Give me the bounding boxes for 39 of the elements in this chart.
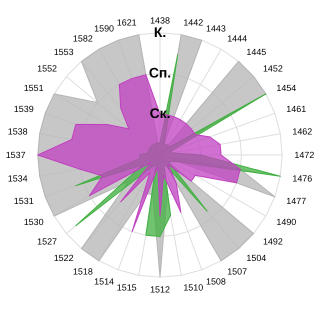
spoke-label: 1438 xyxy=(150,16,170,26)
spoke-label: 1531 xyxy=(14,196,34,206)
spoke-label: 1476 xyxy=(292,173,312,184)
spoke-label: 1472 xyxy=(294,150,314,160)
spoke-label: 1461 xyxy=(286,104,306,114)
spoke-label: 1477 xyxy=(286,196,306,206)
spoke-label: 1444 xyxy=(227,34,248,44)
spoke-label: 1590 xyxy=(94,24,114,34)
spoke-label: 1537 xyxy=(6,150,26,160)
spoke-label: 1452 xyxy=(262,64,283,74)
spoke-label: 1582 xyxy=(72,34,93,44)
spoke-label: 1522 xyxy=(54,252,74,263)
spoke-label: 1492 xyxy=(262,236,283,246)
spoke-label: 1454 xyxy=(276,82,296,93)
spoke-label: 1512 xyxy=(150,284,170,294)
spoke-label: 1530 xyxy=(24,217,44,228)
spoke-label: 1514 xyxy=(94,276,114,286)
spoke-label: 1508 xyxy=(206,276,226,286)
spoke-label: 1510 xyxy=(183,282,204,292)
spoke-label: 1445 xyxy=(246,47,266,58)
spoke-label: 1443 xyxy=(206,24,226,34)
spoke-label: 1462 xyxy=(292,126,312,137)
y-tick-label: Ск. xyxy=(150,105,170,122)
spoke-label: 1490 xyxy=(276,217,296,228)
spoke-label: 1504 xyxy=(246,252,266,263)
spoke-label: 1515 xyxy=(116,282,137,292)
spoke-label: 1507 xyxy=(227,266,248,276)
spoke-label: 1527 xyxy=(37,236,58,246)
spoke-label: 1551 xyxy=(24,82,44,93)
spoke-label: 1538 xyxy=(8,126,28,137)
y-tick-label: Сп. xyxy=(148,64,172,81)
spoke-label: 1442 xyxy=(183,18,204,28)
spoke-label: 1539 xyxy=(14,104,34,114)
spoke-label: 1552 xyxy=(37,64,58,74)
spoke-label: 1518 xyxy=(72,266,93,276)
y-tick-label: К. xyxy=(154,24,166,40)
spoke-label: 1621 xyxy=(116,18,137,28)
spoke-label: 1534 xyxy=(8,173,28,184)
spoke-label: 1553 xyxy=(54,47,74,58)
